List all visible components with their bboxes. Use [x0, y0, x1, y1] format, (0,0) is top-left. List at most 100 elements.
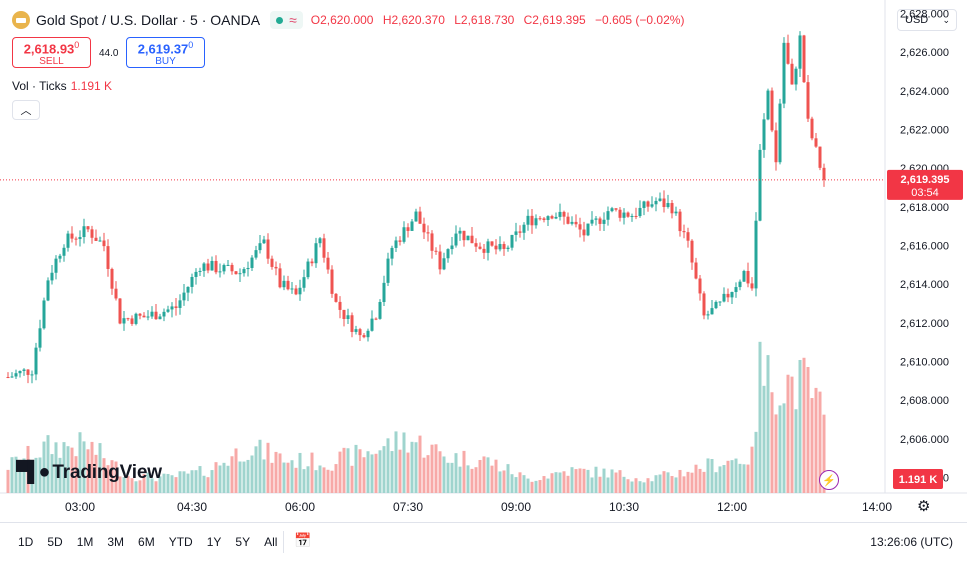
calendar-range-icon[interactable]: 📅 [294, 532, 312, 548]
range-button-ytd[interactable]: YTD [168, 535, 193, 549]
time-tick-label: 12:00 [717, 500, 747, 514]
volume-bar [710, 459, 714, 493]
candle-body [550, 216, 554, 219]
time-tick-label: 03:00 [65, 500, 95, 514]
candle-body [694, 262, 698, 279]
range-button-5y[interactable]: 5Y [235, 535, 251, 549]
candle-body [306, 261, 310, 278]
last-volume-label: 1.191 K [893, 469, 943, 489]
candle-body [230, 264, 234, 272]
candle-body [190, 276, 194, 287]
volume-bar [594, 466, 598, 493]
volume-bar [690, 472, 694, 493]
price-axis[interactable]: 2,604.0002,606.0002,608.0002,610.0002,61… [900, 9, 949, 485]
currency-select[interactable]: USD ⌄ [897, 9, 957, 31]
candle-body [762, 119, 766, 150]
collapse-legend-button[interactable]: ︿ [12, 100, 40, 120]
volume-bar [598, 476, 602, 493]
volume-bar [442, 456, 446, 493]
candle-body [118, 298, 122, 324]
candle-body [514, 231, 518, 235]
volume-bar [142, 474, 146, 493]
candle-body [434, 250, 438, 252]
candle-body [354, 329, 358, 332]
range-button-1y[interactable]: 1Y [206, 535, 222, 549]
volume-bar [766, 355, 770, 493]
volume-bar [38, 457, 42, 493]
candle-body [134, 313, 138, 324]
candle-body [478, 246, 482, 249]
candle-body [202, 263, 206, 271]
volume-bar [146, 472, 150, 493]
volume-bar [626, 479, 630, 493]
volume-bar [446, 462, 450, 493]
sell-button[interactable]: 2,618.930 SELL [12, 37, 91, 68]
candle-body [86, 226, 90, 230]
buy-button[interactable]: 2,619.370 BUY [126, 37, 205, 68]
candle-body [818, 146, 822, 168]
volume-bar [666, 472, 670, 493]
volume-bar [382, 446, 386, 493]
candle-body [54, 258, 58, 273]
candle-body [330, 269, 334, 294]
price-chart[interactable]: 2,604.0002,606.0002,608.0002,610.0002,61… [0, 0, 967, 522]
candle-body [282, 280, 286, 288]
volume-bar [54, 442, 58, 493]
candle-body [318, 238, 322, 244]
candle-body [270, 258, 274, 267]
volume-bar [58, 457, 62, 493]
range-button-1m[interactable]: 1M [76, 535, 94, 549]
candle-body [490, 241, 494, 246]
utc-clock[interactable]: 13:26:06 (UTC) [870, 535, 953, 549]
volume-bar [206, 477, 210, 493]
volume-bar [794, 409, 798, 493]
candle-body [350, 315, 354, 332]
market-status-pill[interactable]: ≈ [270, 11, 303, 29]
volume-bar [178, 471, 182, 493]
candle-body [102, 240, 106, 247]
volume-bar [550, 473, 554, 493]
buy-price-small: 0 [188, 40, 194, 50]
volume-bar [562, 471, 566, 493]
candle-body [738, 281, 742, 288]
range-button-5d[interactable]: 5D [47, 535, 63, 549]
volume-bar [658, 474, 662, 493]
candle-body [782, 42, 786, 104]
candle-body [226, 264, 230, 266]
volume-bar [486, 457, 490, 493]
price-tick-label: 2,624.000 [900, 86, 949, 98]
volume-bar [822, 414, 826, 493]
volume-bar [118, 476, 122, 493]
candlesticks [6, 31, 826, 384]
candle-body [802, 35, 806, 83]
candle-body [786, 42, 790, 64]
candle-body [374, 318, 378, 320]
range-button-3m[interactable]: 3M [107, 535, 125, 549]
candle-body [10, 376, 14, 378]
price-tick-label: 2,608.000 [900, 395, 949, 407]
candle-body [298, 287, 302, 295]
volume-bar [374, 453, 378, 493]
candle-body [594, 218, 598, 220]
volume-bar [138, 480, 142, 493]
volume-legend[interactable]: Vol · Ticks 1.191 K [12, 79, 112, 93]
volume-bar [662, 471, 666, 493]
volume-bar [26, 445, 30, 493]
flash-icon[interactable]: ⚡ [819, 470, 839, 490]
symbol-title[interactable]: Gold Spot / U.S. Dollar · 5 · OANDA [36, 12, 261, 28]
candle-body [430, 233, 434, 251]
volume-bar [270, 462, 274, 493]
volume-bar [202, 475, 206, 493]
candle-body [822, 167, 826, 180]
range-button-1d[interactable]: 1D [18, 535, 34, 549]
range-button-all[interactable]: All [264, 535, 278, 549]
volume-bar [198, 466, 202, 493]
candle-body [754, 220, 758, 289]
time-axis[interactable]: 03:00 04:30 06:00 07:30 09:00 10:30 12:00 14:00 [65, 500, 892, 514]
range-button-6m[interactable]: 6M [138, 535, 155, 549]
gear-icon[interactable]: ⚙ [917, 498, 931, 515]
candle-body [394, 240, 398, 248]
volume-bar [474, 467, 478, 493]
volume-bar [806, 366, 810, 493]
candle-body [506, 247, 510, 249]
